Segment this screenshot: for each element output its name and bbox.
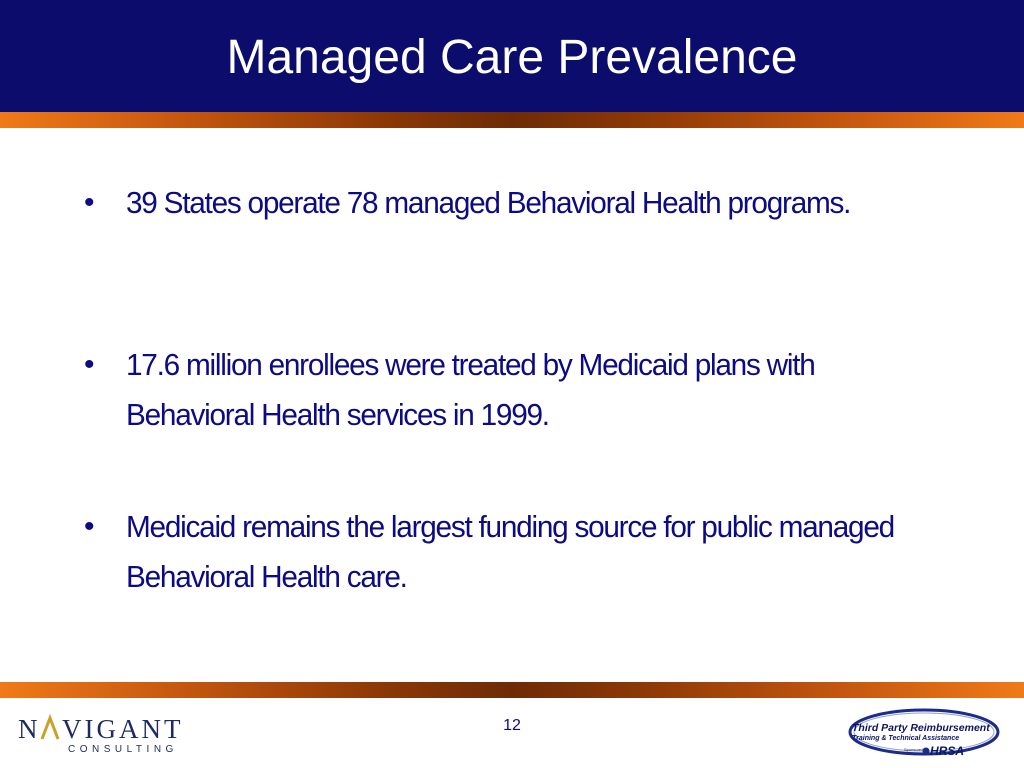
navigant-wordmark: N VIGANT (18, 713, 183, 744)
logo-sponsor-text: Sponsored by (904, 747, 929, 752)
footer-divider-stripe (0, 682, 1024, 698)
navigant-tagline: CONSULTING (68, 744, 178, 755)
third-party-reimbursement-logo: Third Party Reimbursement Training & Tec… (846, 702, 1004, 766)
bullet-text: Medicaid remains the largest funding sou… (126, 509, 895, 594)
svg-text:N: N (18, 714, 41, 744)
svg-text:VIGANT: VIGANT (62, 714, 183, 744)
header-divider-stripe (0, 112, 1024, 128)
logo-subtitle: Training & Technical Assistance (852, 735, 960, 742)
logo-title: Third Party Reimbursement (852, 722, 990, 734)
bullet-marker: • (84, 348, 95, 381)
page-number: 12 (503, 717, 521, 734)
navigant-consulting-logo: N VIGANT CONSULTING (18, 713, 188, 762)
bullet-marker: • (84, 186, 95, 219)
hrsa-emblem-icon (922, 747, 930, 755)
slide-header: Managed Care Prevalence (0, 0, 1024, 112)
hrsa-wordmark: HRSA (930, 744, 965, 758)
bullet-text: 17.6 million enrollees were treated by M… (126, 347, 816, 432)
navigant-chevron-icon (40, 713, 60, 740)
bullet-marker: • (84, 510, 95, 543)
slide-title: Managed Care Prevalence (226, 31, 798, 84)
bullet-text: 39 States operate 78 managed Behavioral … (126, 185, 851, 220)
